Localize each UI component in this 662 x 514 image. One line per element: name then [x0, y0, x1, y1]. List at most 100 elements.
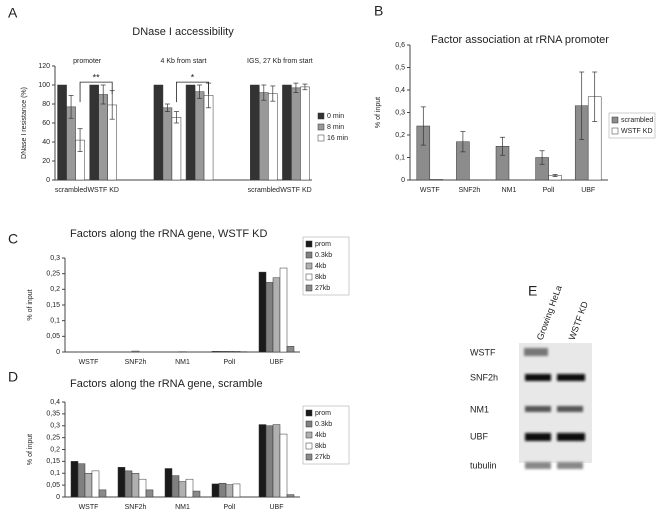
error-bar	[460, 131, 466, 153]
y-axis-label: DNase I resistance (%)	[21, 87, 28, 159]
x-tick-label: PolI	[543, 187, 555, 194]
blot-band	[525, 433, 551, 441]
x-tick-label: WSTF	[79, 504, 99, 511]
bar	[98, 489, 107, 498]
bar	[171, 475, 180, 498]
blot-band	[557, 433, 585, 441]
significance-label: *	[191, 73, 195, 83]
x-tick-label: WSTF	[79, 359, 99, 366]
error-bar	[77, 128, 83, 152]
panel-label: B	[374, 3, 383, 19]
bar	[282, 84, 292, 181]
bar	[77, 463, 86, 498]
error-bar	[420, 106, 426, 146]
chart-title: Factors along the rRNA gene, WSTF KD	[70, 228, 268, 240]
y-tick-label: 0,15	[46, 458, 60, 465]
blot-band	[557, 374, 585, 381]
significance-bracket	[176, 81, 209, 103]
x-tick-label: SNF2h	[125, 359, 147, 366]
y-tick-label: 0,2	[50, 446, 60, 453]
error-bar	[579, 71, 585, 140]
region-label: IGS, 27 Kb from start	[247, 58, 313, 65]
blot-background	[519, 343, 592, 463]
legend-swatch	[611, 116, 619, 124]
error-bar	[539, 150, 545, 165]
y-tick-label: 40	[42, 139, 50, 146]
y-tick-label: 0,1	[50, 470, 60, 477]
x-tick-label: NM1	[175, 359, 190, 366]
x-tick-label: UBF	[581, 187, 595, 194]
y-axis-label: % of input	[27, 434, 34, 465]
error-bar	[293, 82, 299, 93]
legend-swatch	[317, 134, 325, 142]
blot-band	[557, 462, 583, 469]
x-tick-label: WSTF	[420, 187, 440, 194]
bar	[185, 84, 196, 181]
bar	[211, 351, 220, 353]
chart-title: Factors along the rRNA gene, scramble	[70, 378, 263, 390]
y-tick-label: 0	[401, 177, 405, 184]
bar	[70, 461, 79, 498]
error-bar	[500, 136, 505, 156]
y-tick-label: 0,6	[395, 42, 405, 49]
bar	[131, 350, 140, 353]
y-tick-label: 120	[38, 63, 50, 70]
bar	[279, 267, 288, 353]
region-label: 4 Kb from start	[161, 58, 207, 65]
panel-label: D	[8, 369, 18, 385]
bar	[98, 94, 108, 181]
blot-row-label: tubulin	[470, 460, 497, 470]
bar	[138, 478, 147, 498]
y-tick-label: 60	[42, 120, 50, 127]
y-tick-label: 0,35	[46, 411, 60, 418]
bar	[259, 92, 269, 181]
legend-box	[608, 112, 656, 139]
legend-label: 4kb	[315, 263, 326, 270]
x-tick-label: NM1	[175, 504, 190, 511]
error-bar	[592, 71, 598, 122]
x-tick-label: WSTF KD	[87, 187, 119, 194]
error-bar	[164, 103, 170, 112]
legend-label: 16 min	[327, 135, 348, 142]
bar	[272, 277, 281, 353]
bar	[286, 346, 295, 353]
panel-label: C	[8, 231, 18, 247]
legend-label: 27kb	[315, 454, 330, 461]
legend-swatch	[305, 453, 313, 461]
legend-label: 27kb	[315, 285, 330, 292]
legend-label: 0 min	[327, 113, 344, 120]
y-tick-label: 100	[38, 82, 50, 89]
legend-swatch	[305, 420, 313, 428]
legend-box	[302, 236, 350, 296]
bar	[258, 271, 267, 353]
legend-swatch	[305, 284, 313, 292]
bar	[164, 468, 173, 498]
y-tick-label: 0,05	[46, 333, 60, 340]
bar	[124, 470, 133, 498]
legend-swatch	[305, 251, 313, 259]
blot-band	[525, 374, 551, 381]
x-tick-label: SNF2h	[125, 504, 147, 511]
bar	[268, 93, 278, 181]
bar	[279, 433, 288, 498]
bar	[225, 484, 234, 498]
y-tick-label: 0,1	[395, 154, 405, 161]
y-tick-label: 0,05	[46, 482, 60, 489]
bar	[265, 282, 274, 353]
legend-label: 0.3kb	[315, 421, 332, 428]
y-tick-label: 0	[56, 494, 60, 501]
y-tick-label: 0,3	[50, 423, 60, 430]
bar	[232, 351, 241, 353]
bar	[57, 84, 67, 181]
bar	[429, 179, 444, 181]
blot-row-label: UBF	[470, 431, 489, 441]
bar	[89, 84, 99, 181]
blot-column-label: WSTF KD	[567, 300, 590, 342]
legend-label: 8 min	[327, 124, 344, 131]
bar	[162, 107, 173, 181]
x-tick-label: SNF2h	[459, 187, 481, 194]
blot-column-label: Growing HeLa	[535, 284, 564, 341]
blot-band	[525, 406, 551, 412]
bar	[291, 87, 301, 181]
